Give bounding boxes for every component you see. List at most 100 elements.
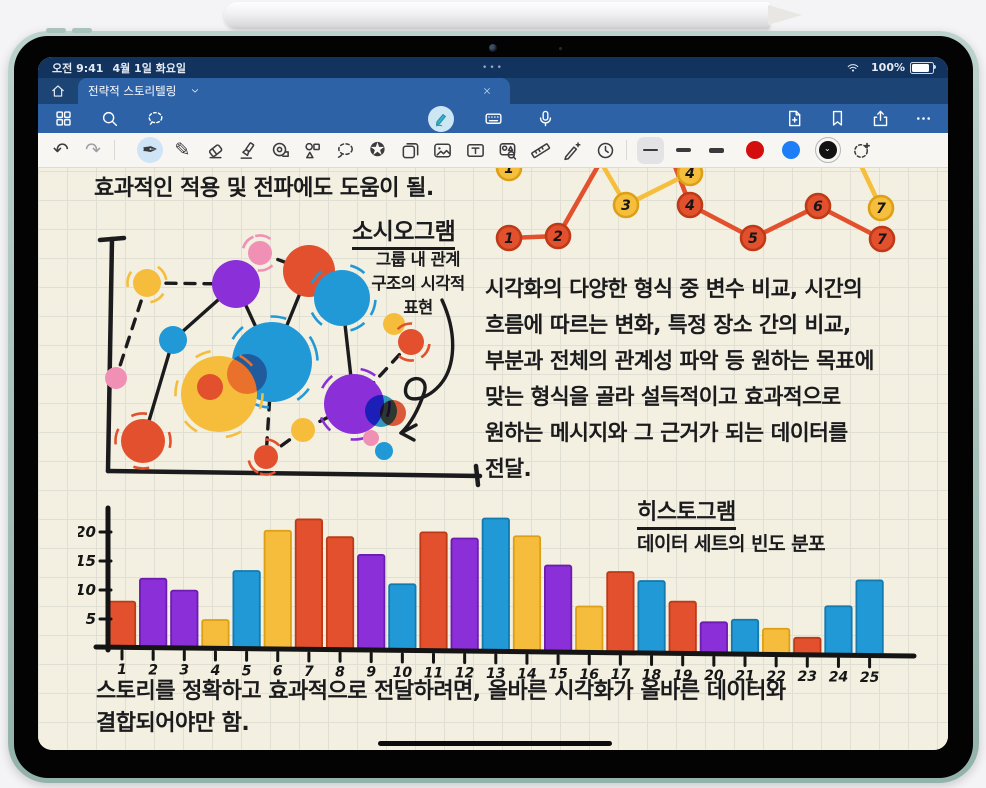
sticker-icon[interactable]: ✪ <box>369 138 386 161</box>
home-tab[interactable] <box>38 78 78 104</box>
histogram-bar <box>294 518 323 651</box>
sociogram-bubble <box>314 270 370 326</box>
sociogram-bubble <box>380 400 406 426</box>
line-node <box>867 194 895 222</box>
keyboard-icon[interactable] <box>480 106 506 132</box>
wifi-icon[interactable] <box>840 57 866 81</box>
svg-text:1: 1 <box>504 231 514 247</box>
histogram-bar <box>730 618 760 656</box>
color-swatch-blue[interactable] <box>779 138 803 162</box>
eraser-icon[interactable] <box>202 137 228 163</box>
redo-icon[interactable]: ↷ <box>85 138 101 161</box>
mic-icon[interactable] <box>532 106 558 132</box>
line-node <box>676 168 704 187</box>
histogram-bar <box>201 619 230 650</box>
grid-icon[interactable] <box>50 106 76 132</box>
line-node <box>544 222 572 250</box>
pen-writing-icon[interactable] <box>428 105 454 132</box>
svg-text:1: 1 <box>504 168 514 177</box>
stroke-width-option[interactable] <box>670 137 697 164</box>
stroke-width-option[interactable] <box>637 136 664 164</box>
close-icon[interactable] <box>474 78 500 104</box>
color-swatch-black[interactable]: ⌄ <box>815 137 841 163</box>
text-box-icon[interactable] <box>462 137 488 163</box>
sociogram-label: 소시오그램 <box>352 212 456 250</box>
status-bar: ••• 오전 9:41 4월 1일 화요일 100% <box>38 57 948 78</box>
elements-icon[interactable] <box>495 137 521 163</box>
fountain-pen-icon[interactable]: ✒ <box>137 137 163 163</box>
sociogram-bubble <box>383 313 405 335</box>
share-icon[interactable] <box>867 106 893 132</box>
svg-text:2: 2 <box>553 229 563 245</box>
svg-text:5: 5 <box>748 231 758 247</box>
lasso-icon[interactable] <box>332 137 358 163</box>
search-icon[interactable] <box>96 106 122 132</box>
svg-text:11: 11 <box>424 665 443 681</box>
svg-text:15: 15 <box>548 667 568 683</box>
svg-text:3: 3 <box>621 198 631 214</box>
chevron-down-icon[interactable] <box>182 78 208 104</box>
histogram-bar <box>699 621 728 656</box>
tab-active[interactable]: 전략적 스토리텔링 <box>78 78 510 104</box>
color-swatch-red[interactable] <box>743 138 767 162</box>
home-icon[interactable] <box>45 78 71 104</box>
shapes-icon[interactable] <box>300 137 326 163</box>
line-node <box>495 168 523 182</box>
add-page-icon[interactable] <box>781 106 807 132</box>
histogram-bar <box>419 531 448 653</box>
histogram-bar <box>107 600 137 649</box>
pages-icon[interactable] <box>397 137 423 163</box>
histogram-bar <box>232 570 261 651</box>
svg-text:10: 10 <box>393 665 413 681</box>
histogram-bar <box>388 583 417 652</box>
sociogram-bubble <box>197 374 223 400</box>
histogram-label: 히스토그램 <box>637 494 736 530</box>
add-color-icon[interactable] <box>848 137 874 163</box>
image-icon[interactable] <box>430 137 456 163</box>
home-indicator[interactable] <box>378 741 612 746</box>
ruler-icon[interactable] <box>527 137 553 163</box>
histogram-bar <box>637 580 666 655</box>
note-footer: 스토리를 정확하고 효과적으로 전달하려면, 올바른 시각화가 올바른 데이터와… <box>96 679 786 736</box>
stroke-width-option[interactable] <box>703 137 730 164</box>
close-icon[interactable] <box>474 78 500 104</box>
svg-text:20: 20 <box>78 523 96 541</box>
line-node <box>612 191 640 219</box>
lasso-bubble-icon[interactable] <box>142 106 168 132</box>
svg-text:3: 3 <box>179 663 189 679</box>
svg-text:7: 7 <box>304 664 314 680</box>
svg-text:5: 5 <box>242 663 252 679</box>
undo-icon[interactable]: ↶ <box>53 138 69 161</box>
svg-text:8: 8 <box>335 664 345 680</box>
magic-pen-icon[interactable] <box>560 137 586 163</box>
status-date: 4월 1일 화요일 <box>112 61 187 75</box>
chevron-down-icon[interactable] <box>182 78 208 104</box>
histogram-bar <box>139 577 168 650</box>
histogram-bar <box>481 517 510 653</box>
sociogram-bubble <box>291 418 315 442</box>
highlighter-icon[interactable] <box>235 137 261 163</box>
line-node <box>804 192 832 220</box>
svg-text:22: 22 <box>766 669 785 685</box>
svg-text:7: 7 <box>877 232 887 248</box>
washi-tape-icon[interactable] <box>267 137 293 163</box>
timer-icon[interactable] <box>592 137 618 163</box>
sociogram-bubble <box>105 367 127 389</box>
ipad-bezel: ••• 오전 9:41 4월 1일 화요일 100% 전략적 스 <box>14 36 973 778</box>
svg-text:2: 2 <box>148 662 158 678</box>
line-node <box>868 225 896 253</box>
sociogram-bubble <box>227 354 267 394</box>
sociogram-bubble <box>133 269 161 297</box>
svg-text:12: 12 <box>455 666 474 682</box>
sociogram-bubble <box>121 419 165 463</box>
histogram-bar <box>263 529 292 651</box>
bookmark-icon[interactable] <box>824 106 850 132</box>
svg-text:20: 20 <box>704 668 724 684</box>
svg-text:4: 4 <box>684 198 695 214</box>
more-icon[interactable] <box>910 106 936 132</box>
annotation-arrow <box>399 298 455 442</box>
histogram-bar <box>450 537 479 653</box>
pencil-icon[interactable]: ✎ <box>174 138 191 161</box>
